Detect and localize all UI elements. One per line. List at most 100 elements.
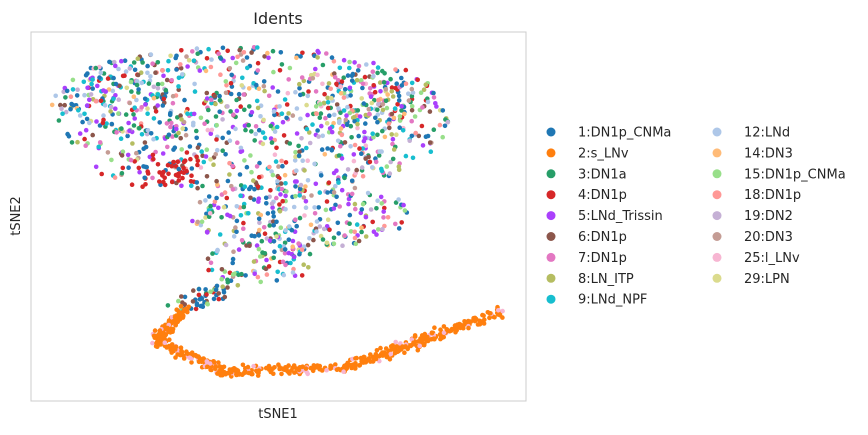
data-point [277,209,283,214]
data-point [266,264,272,269]
data-point [221,290,227,295]
data-point [180,313,186,318]
data-point [328,364,333,370]
data-point [212,360,217,365]
data-point [348,123,354,129]
data-point [262,88,267,94]
data-point [384,164,390,169]
data-point [304,102,309,108]
data-point [194,128,199,134]
data-point [247,104,252,109]
data-point [325,146,330,151]
data-point [123,69,129,74]
data-point [131,60,137,65]
data-point [176,166,182,172]
data-point [216,51,221,57]
data-point [159,81,165,87]
data-point [445,327,450,333]
legend-item: 14:DN3 [712,146,793,161]
data-point [374,206,379,211]
data-point [198,115,204,121]
data-point [240,362,246,368]
data-point [69,140,75,145]
legend-label: 9:LNd_NPF [578,293,647,308]
data-point [203,215,208,220]
data-point [231,234,237,239]
data-point [380,128,385,134]
data-point [294,131,300,136]
data-point [220,45,226,51]
data-point [159,330,165,336]
data-point [264,201,269,206]
data-point [325,217,331,222]
data-point [338,143,343,149]
data-point [331,59,337,64]
data-point [333,183,338,189]
data-point [377,149,383,154]
data-point [83,72,89,78]
data-point [190,299,196,304]
data-point [119,126,124,131]
data-point [113,106,118,111]
data-point [146,81,152,86]
data-point [145,106,150,111]
data-point [145,111,150,116]
data-point [331,206,337,211]
data-point [224,195,230,201]
data-point [151,95,157,101]
data-point [359,207,365,212]
data-point [339,187,345,193]
data-point [209,267,215,273]
data-point [113,81,119,87]
data-point [287,224,292,229]
data-point [402,208,408,213]
data-point [274,195,279,201]
data-point [393,67,398,72]
data-point [329,55,335,60]
data-point [234,108,240,114]
data-point [64,88,70,94]
data-point [350,71,356,77]
data-point [284,102,290,107]
data-point [234,218,240,224]
data-point [255,68,261,73]
data-point [252,271,257,277]
data-point [191,111,197,117]
data-point [109,157,114,163]
data-point [75,87,80,92]
data-point [316,205,322,210]
data-point [271,223,277,228]
data-point [97,140,103,145]
data-point [399,220,405,225]
data-point [140,184,145,189]
data-point [150,61,155,66]
data-point [403,153,409,159]
data-point [280,259,286,265]
data-point [194,354,200,359]
data-point [337,65,343,71]
data-point [238,183,244,188]
data-point [205,229,210,235]
data-point [206,194,212,199]
data-point [342,175,347,181]
data-point [98,70,104,75]
legend-item: 3:DN1a [546,167,627,182]
data-point [314,219,320,224]
chart-title: Idents [253,9,302,28]
data-point [223,242,229,248]
legend-label: 14:DN3 [744,146,793,161]
data-point [294,223,300,229]
data-point [260,250,265,255]
data-point [334,367,340,373]
data-point [74,93,80,98]
data-point [139,105,144,110]
legend-marker [712,169,722,179]
legend-marker [712,252,722,262]
legend-label: 4:DN1p [578,188,627,203]
data-point [313,89,319,94]
data-point [68,94,74,99]
data-point [409,133,415,139]
data-point [293,193,298,199]
data-point [364,62,369,67]
data-point [390,343,396,348]
